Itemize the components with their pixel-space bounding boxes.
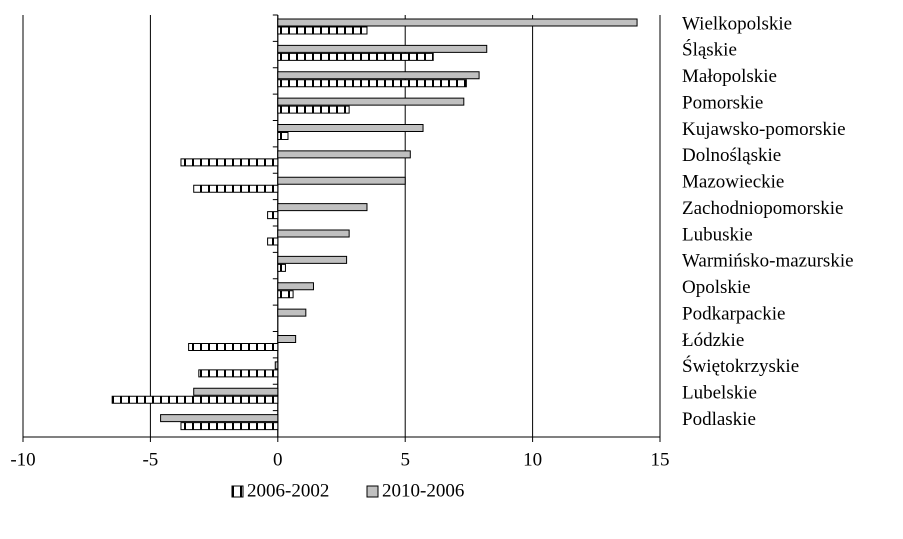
- bar: [277, 176, 406, 185]
- category-label: Łódzkie: [682, 330, 744, 351]
- bar: [277, 150, 411, 159]
- category-label: Podlaskie: [682, 409, 756, 430]
- bar: [277, 290, 294, 299]
- bar: [277, 263, 286, 272]
- bar: [111, 395, 279, 404]
- bar: [277, 308, 307, 317]
- bar: [277, 79, 467, 88]
- x-tick-label: 15: [651, 449, 670, 470]
- category-label: Warmińsko-mazurskie: [682, 251, 854, 272]
- bar: [277, 26, 368, 35]
- category-label: Zachodniopomorskie: [682, 198, 843, 219]
- legend-swatch: [366, 485, 379, 498]
- x-tick-label: -10: [10, 449, 35, 470]
- x-tick-label: 5: [400, 449, 410, 470]
- bar: [277, 105, 350, 114]
- x-tick-label: 0: [273, 449, 283, 470]
- category-label: Opolskie: [682, 277, 751, 298]
- bar: [277, 52, 434, 61]
- bar: [188, 343, 279, 351]
- legend-swatch: [231, 485, 244, 498]
- legend-label: 2010-2006: [382, 480, 464, 501]
- category-label: Pomorskie: [682, 92, 763, 113]
- legend-label: 2006-2002: [247, 480, 329, 501]
- bar: [160, 414, 279, 423]
- category-label: Małopolskie: [682, 66, 777, 87]
- bar: [180, 422, 279, 431]
- x-tick-label: -5: [142, 449, 158, 470]
- bar: [277, 97, 465, 106]
- category-label: Świętokrzyskie: [682, 355, 799, 377]
- bar: [274, 361, 279, 370]
- category-label: Śląskie: [682, 39, 737, 61]
- category-label: Wielkopolskie: [682, 13, 792, 34]
- bar: [277, 124, 424, 132]
- bar: [198, 369, 279, 378]
- bar: [277, 132, 289, 140]
- bar: [277, 335, 297, 343]
- category-label: Lubuskie: [682, 224, 753, 245]
- bar: [277, 255, 348, 264]
- x-tick-label: 10: [523, 449, 542, 470]
- bar: [277, 71, 480, 80]
- category-label: Lubelskie: [682, 383, 757, 404]
- bar: [193, 184, 279, 193]
- bar: [277, 44, 488, 53]
- category-label: Dolnośląskie: [682, 145, 781, 166]
- bar: [180, 158, 279, 167]
- category-label: Podkarpackie: [682, 303, 785, 324]
- category-label: Mazowieckie: [682, 172, 784, 193]
- bar: [193, 387, 279, 396]
- bar: [277, 203, 368, 212]
- bar: [277, 229, 350, 238]
- bar: [267, 211, 279, 220]
- category-label: Kujawsko-pomorskie: [682, 119, 846, 140]
- bar: [267, 237, 279, 246]
- bar: [277, 282, 314, 291]
- bar: [277, 18, 638, 27]
